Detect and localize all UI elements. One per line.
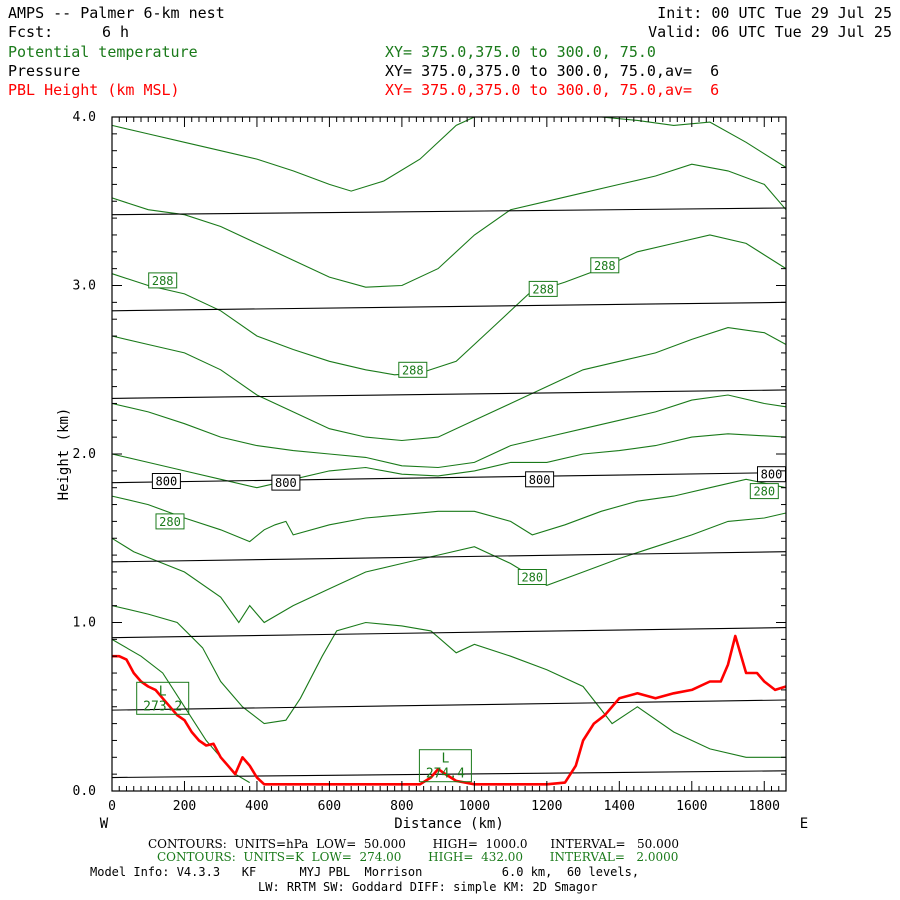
x-tick-label: 1400 [604,799,635,814]
theta-contour-label-box [517,569,547,585]
pressure-contour-label: 800 [271,474,301,491]
x-tick-label: 800 [390,799,413,814]
pressure-contour-label-text: 800 [529,473,551,487]
theta-contour-label-text: 288 [402,363,424,377]
pressure-contour-info: CONTOURS: UNITS=hPa LOW= 50.000 HIGH= 10… [148,837,679,851]
pressure-xy: XY= 375.0,375.0 to 300.0, 75.0,av= 6 [385,62,720,80]
x-tick-label: 0 [108,799,116,814]
pressure-isobar [111,699,787,711]
theta-contour-label: 280 [517,569,547,585]
pressure-isobar [111,301,787,312]
x-tick-label: 1200 [531,799,562,814]
x-tick-label: 600 [318,799,341,814]
theta-contour [601,116,787,168]
y-tick-label: 2.0 [73,447,96,462]
pressure-contour-label-box [271,474,301,491]
x-tick-label: 1600 [676,799,707,814]
pressure-isobar [111,551,787,563]
theta-legend: Potential temperature [8,43,198,61]
pressure-contour-label-text: 800 [275,476,297,490]
pressure-isobar [111,389,787,399]
pressure-isobar [111,207,787,216]
theta-contour-label: 288 [590,257,620,274]
chart-title: AMPS -- Palmer 6-km nest [8,4,225,22]
theta-contour-label-text: 280 [521,571,543,585]
model-info-physics: LW: RRTM SW: Goddard DIFF: simple KM: 2D… [258,880,598,894]
pbl-xy: XY= 375.0,375.0 to 300.0, 75.0,av= 6 [385,81,720,99]
east-label: E [800,816,808,832]
valid-time: Valid: 06 UTC Tue 29 Jul 25 [648,23,892,41]
low-value: 274.4 [426,767,465,782]
pressure-contour-label: 800 [525,471,555,488]
pressure-contour-label: 800 [151,473,181,489]
theta-contour [111,394,787,469]
theta-contour-info: CONTOURS: UNITS=K LOW= 274.00 HIGH= 432.… [157,850,679,864]
low-mark: L [159,684,167,699]
pressure-legend: Pressure [8,62,81,80]
theta-contour [111,478,787,543]
theta-contour-label-text: 288 [532,282,554,296]
y-axis-label: Height (km) [56,408,72,501]
theta-contour [111,512,787,624]
pressure-isobar [111,627,787,639]
low-box [418,749,472,783]
x-tick-label: 200 [173,799,196,814]
west-label: W [100,816,109,832]
theta-contour-label-text: 288 [152,274,174,288]
theta-contour-label-box [155,513,185,530]
pressure-contour-label-box [151,473,181,489]
theta-contour-label-box [398,361,428,378]
pressure-isobar [111,770,787,779]
low-value: 273.2 [143,699,182,714]
low-mark: L [441,752,449,767]
theta-contour [111,327,787,442]
x-tick-label: 400 [245,799,268,814]
theta-xy: XY= 375.0,375.0 to 300.0, 75.0 [385,43,656,61]
y-tick-label: 0.0 [73,784,96,799]
y-tick-label: 1.0 [73,616,96,631]
theta-contour [111,163,787,288]
model-info: Model Info: V4.3.3 KF MYJ PBL Morrison 6… [90,865,640,879]
theta-contour [111,234,787,376]
theta-contour-label-box [528,280,558,297]
pressure-isobar [111,471,787,484]
forecast-label: Fcst: [8,23,54,41]
theta-contour-label: 288 [528,280,558,297]
theta-contour-label-text: 280 [753,485,775,499]
theta-contour-label-box [749,483,779,500]
y-tick-label: 4.0 [73,110,96,125]
x-tick-label: 1800 [749,799,780,814]
forecast-hour: 6 h [102,23,130,41]
theta-contour [111,433,787,489]
pressure-contour-label-text: 800 [156,475,178,489]
low-box [136,681,190,715]
theta-contour-label-box [148,272,178,289]
theta-contour-label: 288 [398,361,428,378]
theta-contour [111,116,475,192]
x-tick-label: 1000 [459,799,490,814]
pressure-contour-label-box [525,471,555,488]
init-time: Init: 00 UTC Tue 29 Jul 25 [657,4,892,22]
x-axis-label: Distance (km) [394,816,504,832]
theta-contour-label: 280 [749,483,779,500]
theta-contour-label-text: 288 [594,259,616,273]
pressure-contour-label: 800 [757,466,786,483]
theta-contour-label: 280 [155,513,185,530]
theta-contour-label-text: 280 [159,515,181,529]
y-tick-label: 3.0 [73,279,96,294]
theta-contour-label: 288 [148,272,178,289]
theta-contour-label-box [590,257,620,274]
pbl-legend: PBL Height (km MSL) [8,81,180,99]
theta-contour [111,605,786,758]
pressure-contour-label-text: 800 [761,468,783,482]
